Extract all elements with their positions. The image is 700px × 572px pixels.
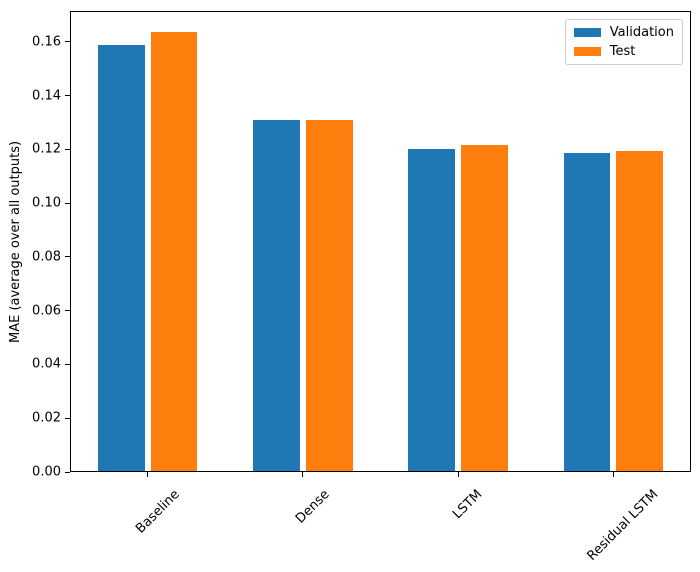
bar-validation-lstm [408, 148, 455, 471]
bar-test-residual-lstm [616, 150, 664, 471]
y-tick-label: 0.08 [32, 249, 61, 265]
y-tick-label: 0.16 [32, 34, 61, 50]
y-tick-label: 0.06 [32, 303, 61, 319]
y-tick-mark [65, 95, 70, 97]
y-tick-label: 0.02 [32, 410, 61, 426]
y-tick-label: 0.12 [32, 141, 61, 157]
bar-validation-baseline [97, 44, 145, 471]
test-swatch [573, 47, 601, 56]
y-tick-label: 0.04 [32, 356, 61, 372]
bar-test-baseline [150, 31, 198, 471]
x-tick-label: LSTM [450, 487, 486, 523]
y-tick-mark [65, 41, 70, 43]
y-tick-label: 0.00 [32, 464, 61, 480]
legend-label: Test [609, 44, 636, 59]
y-tick-mark [65, 202, 70, 204]
x-tick-mark [457, 472, 459, 477]
legend-entry: Validation [573, 24, 674, 41]
legend-label: Validation [609, 25, 674, 40]
legend: Validation Test [564, 19, 683, 65]
bar-validation-dense [253, 119, 300, 471]
x-tick-label: Dense [293, 487, 333, 527]
y-tick-label: 0.10 [32, 195, 61, 211]
legend-entry: Test [573, 43, 674, 60]
bar-test-lstm [461, 144, 508, 471]
bar-validation-residual-lstm [563, 153, 611, 471]
y-tick-mark [65, 471, 70, 473]
x-tick-mark [612, 472, 614, 477]
y-tick-mark [65, 310, 70, 312]
y-tick-mark [65, 417, 70, 419]
bar-test-dense [305, 119, 353, 471]
y-tick-mark [65, 363, 70, 365]
x-tick-label: Baseline [132, 487, 183, 537]
y-tick-label: 0.14 [32, 88, 61, 104]
validation-swatch [573, 28, 601, 37]
y-tick-mark [65, 256, 70, 258]
x-tick-label: Residual LSTM [584, 487, 662, 564]
y-tick-mark [65, 148, 70, 150]
x-tick-mark [302, 472, 304, 477]
x-tick-mark [147, 472, 149, 477]
